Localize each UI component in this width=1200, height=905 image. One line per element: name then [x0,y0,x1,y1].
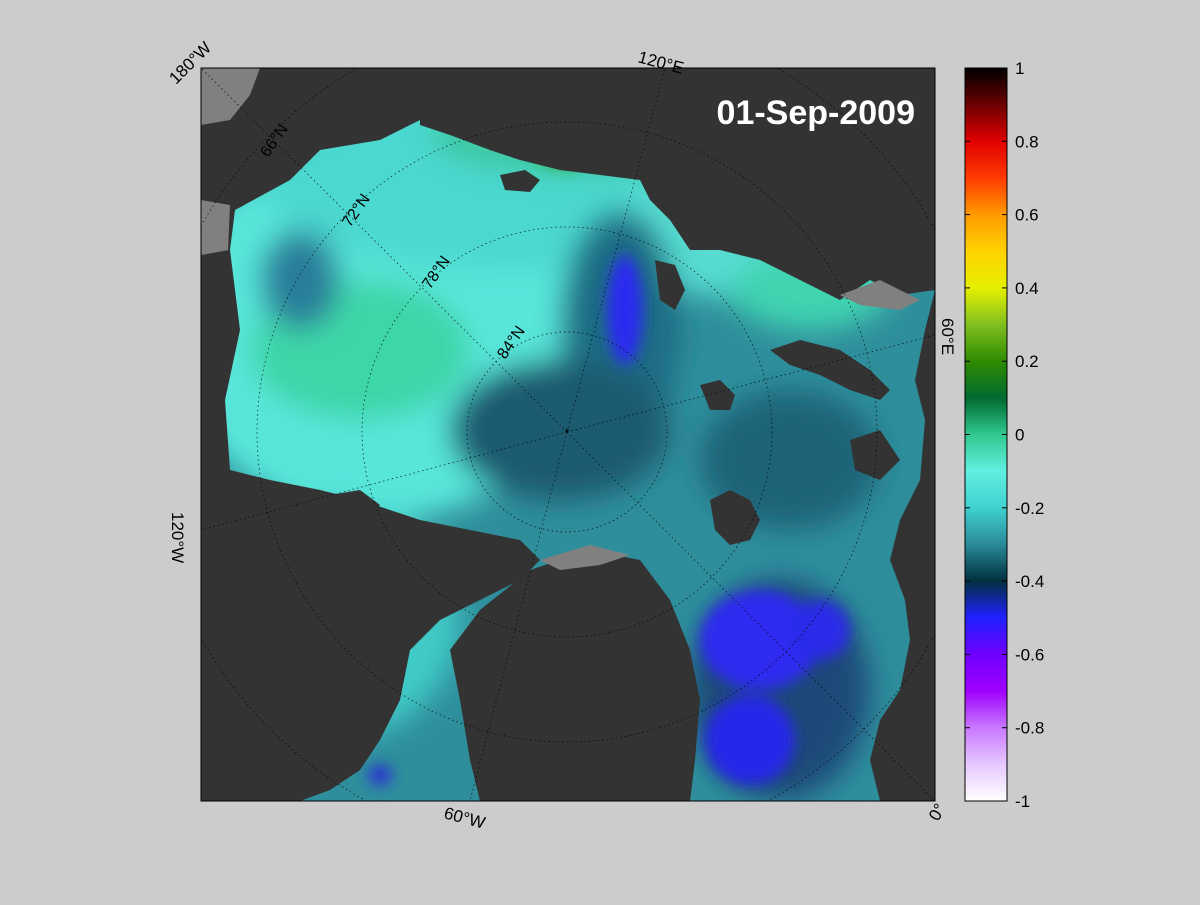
svg-text:*: * [565,426,570,440]
colorbar-tick-label: 0.8 [1015,132,1039,151]
graticule [201,68,935,801]
lon-label-60w: 60°W [442,804,487,833]
colorbar-tick-label: 0 [1015,426,1024,445]
map-panel: * 66°N 72°N 78°N 84°N 01-Sep-2009 [201,68,935,801]
colorbar-gradient [964,67,1008,802]
date-label: 01-Sep-2009 [717,94,915,132]
colorbar-tick-label: 1 [1015,59,1024,78]
colorbar-tick-label: -0.4 [1015,572,1044,591]
colorbar-tick-label: -1 [1015,792,1030,811]
colorbar-tick-label: -0.8 [1015,719,1044,738]
colorbar-tick-label: 0.2 [1015,352,1039,371]
colorbar-tick-label: -0.6 [1015,645,1044,664]
colorbar-tick-label: 0.6 [1015,206,1039,225]
map-frame [200,67,936,802]
lon-label-0: 0° [925,800,950,824]
colorbar: 1 0.8 0.6 0.4 0.2 0 -0.2 -0.4 -0.6 -0.8 -1 [964,59,1044,811]
lon-label-60e: 60°E [938,318,957,355]
colorbar-tick-label: -0.2 [1015,499,1044,518]
lon-label-120w: 120°W [168,512,187,563]
colorbar-tick-label: 0.4 [1015,279,1039,298]
